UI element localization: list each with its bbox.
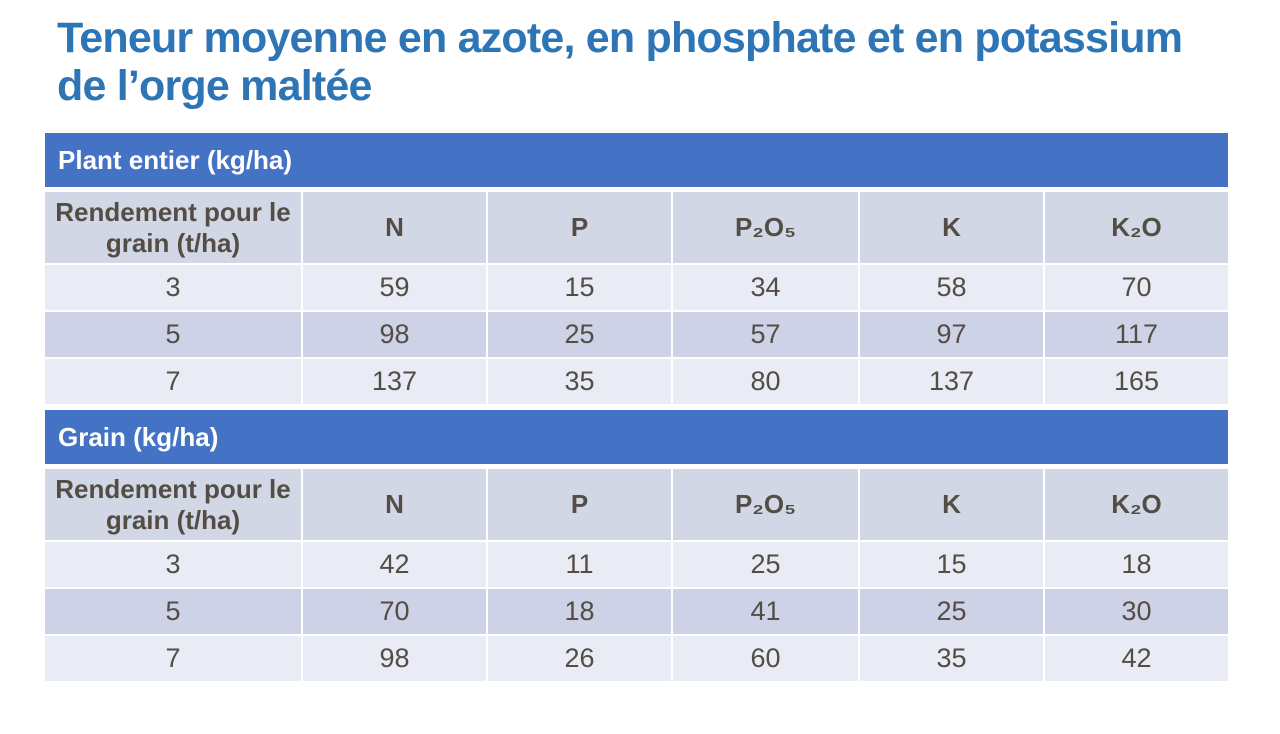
table-cell: 98 <box>303 312 486 358</box>
table-cell: 18 <box>1045 542 1228 588</box>
column-header-n: N <box>303 192 486 264</box>
table-cell: 42 <box>1045 636 1228 682</box>
column-header-rendement: Rendement pour le grain (t/ha) <box>45 469 301 541</box>
table-cell: 26 <box>488 636 671 682</box>
table-cell: 137 <box>860 359 1043 405</box>
column-header-p2o5: P₂O₅ <box>673 469 858 541</box>
table-cell: 3 <box>45 542 301 588</box>
table-cell: 7 <box>45 359 301 405</box>
table-cell: 34 <box>673 265 858 311</box>
column-header-p: P <box>488 192 671 264</box>
table-cell: 5 <box>45 589 301 635</box>
column-header-p: P <box>488 469 671 541</box>
table-cell: 7 <box>45 636 301 682</box>
slide-root: Teneur moyenne en azote, en phosphate et… <box>0 14 1280 734</box>
table-cell: 15 <box>488 265 671 311</box>
table-cell: 57 <box>673 312 858 358</box>
table-cell: 30 <box>1045 589 1228 635</box>
table-cell: 25 <box>488 312 671 358</box>
column-header-n: N <box>303 469 486 541</box>
table-cell: 98 <box>303 636 486 682</box>
table-cell: 3 <box>45 265 301 311</box>
table-cell: 70 <box>303 589 486 635</box>
table-cell: 41 <box>673 589 858 635</box>
column-header-rendement: Rendement pour le grain (t/ha) <box>45 192 301 264</box>
tables-container: Plant entier (kg/ha) Rendement pour le g… <box>45 133 1228 682</box>
table-cell: 35 <box>488 359 671 405</box>
table-cell: 5 <box>45 312 301 358</box>
table-cell: 15 <box>860 542 1043 588</box>
table-cell: 25 <box>860 589 1043 635</box>
table-cell: 35 <box>860 636 1043 682</box>
table-cell: 97 <box>860 312 1043 358</box>
column-header-k2o: K₂O <box>1045 192 1228 264</box>
table-cell: 165 <box>1045 359 1228 405</box>
table-cell: 58 <box>860 265 1043 311</box>
table-cell: 18 <box>488 589 671 635</box>
page-title-line-1: Teneur moyenne en azote, en phosphate et… <box>57 14 1183 62</box>
table-cell: 11 <box>488 542 671 588</box>
table-cell: 70 <box>1045 265 1228 311</box>
column-header-p2o5: P₂O₅ <box>673 192 858 264</box>
page-title: Teneur moyenne en azote, en phosphate et… <box>57 14 1252 110</box>
table-cell: 80 <box>673 359 858 405</box>
table-cell: 60 <box>673 636 858 682</box>
table-cell: 117 <box>1045 312 1228 358</box>
table-cell: 42 <box>303 542 486 588</box>
column-header-k: K <box>860 192 1043 264</box>
page-title-line-2: de l’orge maltée <box>57 62 372 111</box>
table-cell: 25 <box>673 542 858 588</box>
column-header-k2o: K₂O <box>1045 469 1228 541</box>
table-plant-entier: Rendement pour le grain (t/ha) N P P₂O₅ … <box>45 192 1228 405</box>
table-banner-grain: Grain (kg/ha) <box>45 410 1228 465</box>
table-banner-plant-entier: Plant entier (kg/ha) <box>45 133 1228 188</box>
table-cell: 59 <box>303 265 486 311</box>
table-grain: Rendement pour le grain (t/ha) N P P₂O₅ … <box>45 469 1228 682</box>
column-header-k: K <box>860 469 1043 541</box>
table-cell: 137 <box>303 359 486 405</box>
